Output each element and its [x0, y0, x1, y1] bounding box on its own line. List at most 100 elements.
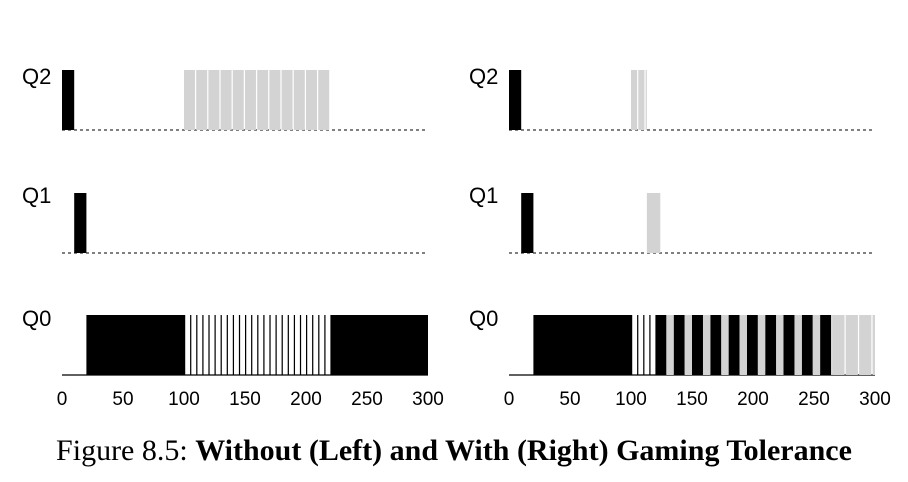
job-b-bar-q2 [631, 70, 638, 130]
job-a-bar-q0 [643, 315, 645, 375]
job-b-bar-q2 [245, 70, 256, 130]
job-b-bar-q0 [776, 315, 784, 375]
job-b-bar-q0 [666, 315, 674, 375]
job-b-bar-q2 [645, 70, 647, 130]
job-b-bar-q0 [832, 315, 845, 375]
job-b-bar-q2 [257, 70, 269, 130]
job-a-bar-q0 [533, 315, 631, 375]
caption-title: Without (Left) and With (Right) Gaming T… [195, 434, 852, 467]
job-a-bar-q0 [692, 315, 703, 375]
job-a-bar-q0 [306, 315, 308, 375]
x-tick-label: 200 [290, 389, 322, 410]
job-b-bar-q2 [318, 70, 330, 130]
job-a-bar-q0 [263, 315, 265, 375]
job-a-bar-q0 [746, 315, 758, 375]
job-a-bar-q0 [312, 315, 314, 375]
queue-label-q2: Q2 [469, 64, 498, 89]
job-b-bar-q0 [831, 315, 833, 375]
job-b-bar-q2 [638, 70, 645, 130]
job-a-bar-q0 [287, 315, 289, 375]
caption-label: Figure 8.5: [56, 434, 188, 467]
job-a-bar-q0 [293, 315, 296, 375]
x-tick-label: 250 [351, 389, 383, 410]
x-tick-label: 150 [676, 389, 708, 410]
job-b-bar-q2 [184, 70, 195, 130]
x-tick-label: 150 [229, 389, 261, 410]
job-b-bar-q2 [281, 70, 293, 130]
job-a-bar-q0 [220, 315, 222, 375]
job-b-bar-q0 [859, 315, 872, 375]
job-a-bar-q0 [190, 315, 192, 375]
job-a-bar-q0 [765, 315, 777, 375]
job-b-bar-q0 [845, 315, 858, 375]
queue-label-q0: Q0 [22, 306, 51, 331]
job-b-bar-q2 [220, 70, 232, 130]
x-tick-label: 250 [798, 389, 830, 410]
job-a-bar-q0 [257, 315, 259, 375]
x-tick-label: 50 [559, 389, 580, 410]
figure-charts: Q2 Q1 Q0 0 50 100 150 200 250 300 Q2 Q1 Q0 0 50 100 150… [22, 64, 891, 410]
job-b-bar-q2 [269, 70, 281, 130]
x-tick-label: 200 [737, 389, 769, 410]
job-a-bar-q0 [728, 315, 740, 375]
job-a-bar-q0 [655, 315, 667, 375]
job-a-bar-q0 [202, 315, 204, 375]
job-a-bar-q0 [269, 315, 271, 375]
job-a-bar-q0 [208, 315, 210, 375]
panel-without-gaming-tolerance: Q2 Q1 Q0 0 50 100 150 200 250 300 [22, 64, 444, 410]
job-a-bar-q0 [783, 315, 795, 375]
job-a-bar-q0 [631, 315, 633, 375]
job-b-bar-q0 [702, 315, 711, 375]
job-a-bar-q0 [238, 315, 241, 375]
job-a-bar-q2 [62, 70, 75, 130]
job-a-bar-q1 [74, 193, 87, 253]
job-a-bar-q0 [214, 315, 216, 375]
figure-caption: Figure 8.5: Without (Left) and With (Rig… [0, 434, 908, 468]
job-a-bar-q0 [649, 315, 651, 375]
panel-with-gaming-tolerance: Q2 Q1 Q0 0 50 100 150 200 250 300 [469, 64, 891, 410]
x-tick-label: 300 [859, 389, 891, 410]
queue-label-q0: Q0 [469, 306, 498, 331]
job-a-bar-q0 [801, 315, 813, 375]
job-b-bar-q2 [232, 70, 244, 130]
job-b-bar-q0 [794, 315, 802, 375]
job-a-bar-q0 [226, 315, 228, 375]
job-b-bar-q2 [208, 70, 220, 130]
job-a-bar-q0 [232, 315, 235, 375]
job-a-bar-q0 [637, 315, 639, 375]
job-a-bar-q0 [251, 315, 253, 375]
job-a-bar-q0 [281, 315, 283, 375]
job-a-bar-q0 [318, 315, 320, 375]
queue-label-q1: Q1 [469, 183, 498, 208]
job-a-bar-q0 [86, 315, 184, 375]
x-tick-label: 100 [615, 389, 647, 410]
job-a-bar-q1 [521, 193, 534, 253]
job-b-bar-q0 [721, 315, 729, 375]
job-a-bar-q0 [324, 315, 326, 375]
job-a-bar-q0 [275, 315, 277, 375]
job-a-bar-q2 [509, 70, 522, 130]
job-b-bar-q0 [812, 315, 821, 375]
job-b-bar-q0 [684, 315, 692, 375]
queue-label-q1: Q1 [22, 183, 51, 208]
job-b-bar-q0 [757, 315, 766, 375]
job-a-bar-q0 [710, 315, 722, 375]
queue-label-q2: Q2 [22, 64, 51, 89]
job-a-bar-q0 [820, 315, 832, 375]
job-b-bar-q2 [306, 70, 317, 130]
x-tick-label: 0 [504, 389, 515, 410]
job-a-bar-q0 [299, 315, 302, 375]
job-b-bar-q2 [293, 70, 305, 130]
job-b-bar-q0 [739, 315, 747, 375]
job-a-bar-q0 [245, 315, 247, 375]
job-a-bar-q0 [196, 315, 198, 375]
job-b-bar-q1 [646, 193, 661, 253]
job-b-bar-q0 [872, 315, 875, 375]
x-tick-label: 100 [168, 389, 200, 410]
job-a-bar-q0 [184, 315, 186, 375]
job-b-bar-q2 [196, 70, 208, 130]
x-tick-label: 300 [412, 389, 444, 410]
x-tick-label: 0 [57, 389, 68, 410]
job-a-bar-q0 [330, 315, 428, 375]
x-tick-label: 50 [112, 389, 133, 410]
